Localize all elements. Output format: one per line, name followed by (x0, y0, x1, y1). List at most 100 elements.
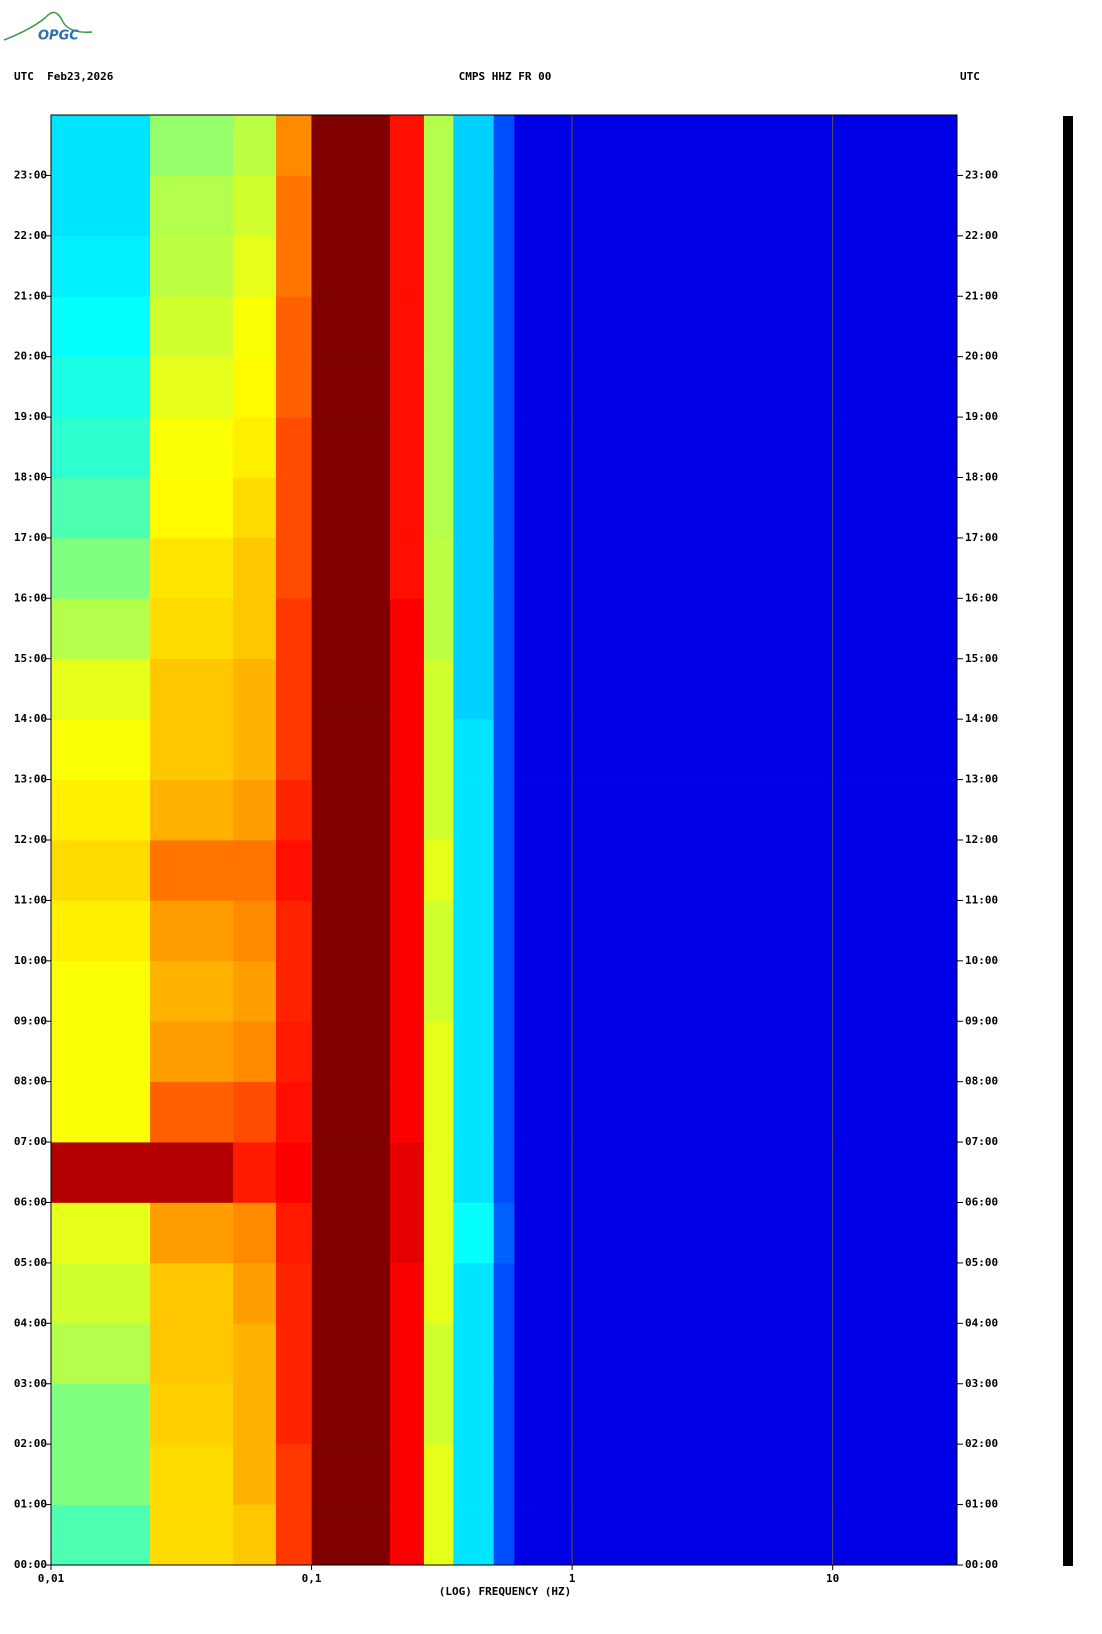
spectrogram-cell (514, 356, 958, 418)
spectrogram-cell (514, 1202, 958, 1264)
spectrogram-cell (453, 417, 494, 478)
spectrogram-cell (275, 658, 312, 720)
spectrogram-cell (389, 1142, 425, 1203)
spectrogram-cell (275, 1323, 312, 1385)
spectrogram-cell (311, 537, 391, 599)
spectrogram-cell (453, 1021, 494, 1082)
spectrogram-cell (423, 235, 454, 297)
spectrogram-cell (453, 1504, 494, 1566)
spectrogram-cell (51, 1444, 151, 1505)
spectrogram-cell (51, 175, 151, 237)
y-tick-label-right: 14:00 (965, 712, 998, 725)
seismogram-trace (1063, 116, 1073, 1566)
spectrogram-cell (311, 840, 391, 901)
spectrogram-cell (453, 1142, 494, 1203)
y-tick-label: 08:00 (14, 1075, 47, 1088)
spectrogram-cell (493, 1504, 515, 1566)
spectrogram-cell (150, 1383, 234, 1445)
spectrogram-cell (493, 598, 515, 660)
spectrogram-cell (51, 1383, 151, 1445)
y-tick-label-right: 04:00 (965, 1316, 998, 1329)
spectrogram-cell (311, 1202, 391, 1264)
spectrogram-cell (51, 900, 151, 962)
spectrogram-cell (389, 1323, 425, 1385)
spectrogram-cell (233, 477, 277, 539)
spectrogram-cell (150, 658, 234, 720)
spectrogram-cell (311, 960, 391, 1022)
spectrogram-cell (423, 537, 454, 599)
spectrogram-cell (514, 598, 958, 660)
y-tick-label-right: 16:00 (965, 591, 998, 604)
spectrogram-cell (311, 115, 391, 176)
spectrogram-cell (453, 719, 494, 780)
spectrogram-cell (233, 537, 277, 599)
header-right: UTC (960, 70, 980, 83)
spectrogram-cell (51, 598, 151, 660)
spectrogram-cell (311, 356, 391, 418)
spectrogram-cell (514, 719, 958, 780)
spectrogram-cell (311, 175, 391, 237)
spectrogram-cell (311, 1444, 391, 1505)
spectrogram-cell (275, 1383, 312, 1445)
spectrogram-cell (275, 417, 312, 478)
spectrogram-cell (514, 1142, 958, 1203)
spectrogram-cell (453, 658, 494, 720)
spectrogram-cell (493, 235, 515, 297)
spectrogram-cell (423, 840, 454, 901)
spectrogram-cell (514, 537, 958, 599)
y-tick-label-right: 06:00 (965, 1196, 998, 1209)
spectrogram-cell (150, 1323, 234, 1385)
spectrogram-cell (233, 235, 277, 297)
y-tick-label-right: 20:00 (965, 350, 998, 363)
y-tick-label-right: 03:00 (965, 1377, 998, 1390)
spectrogram-cell (389, 1262, 425, 1324)
spectrogram-cell (311, 719, 391, 780)
spectrogram-cell (275, 235, 312, 297)
y-tick-label-right: 21:00 (965, 289, 998, 302)
spectrogram-cell (514, 900, 958, 962)
chart-title: CMPS HHZ FR 00 (459, 70, 552, 83)
spectrogram-cell (423, 1323, 454, 1385)
spectrogram-cell (150, 1202, 234, 1264)
spectrogram-cell (423, 1081, 454, 1143)
spectrogram-cell (275, 115, 312, 176)
spectrogram-cell (423, 1262, 454, 1324)
spectrogram-cell (51, 1142, 151, 1203)
spectrogram-cell (150, 537, 234, 599)
spectrogram-cell (233, 417, 277, 478)
spectrogram-cell (150, 1081, 234, 1143)
spectrogram-cell (233, 296, 277, 357)
spectrogram-cell (514, 1323, 958, 1385)
spectrogram-cell (493, 477, 515, 539)
spectrogram-cell (275, 1081, 312, 1143)
spectrogram-cell (514, 1262, 958, 1324)
spectrogram-cell (51, 537, 151, 599)
spectrogram-cell (150, 115, 234, 176)
spectrogram-cell (233, 1504, 277, 1566)
spectrogram-cell (493, 900, 515, 962)
spectrogram-cell (389, 840, 425, 901)
spectrogram-cell (514, 235, 958, 297)
spectrogram-cell (514, 477, 958, 539)
y-tick-label: 06:00 (14, 1196, 47, 1209)
spectrogram-cell (423, 1021, 454, 1082)
spectrogram-cell (389, 1202, 425, 1264)
y-tick-label: 10:00 (14, 954, 47, 967)
spectrogram-cell (493, 840, 515, 901)
spectrogram-cell (453, 235, 494, 297)
spectrogram-cell (514, 1444, 958, 1505)
spectrogram-cell (233, 900, 277, 962)
spectrogram-cell (233, 175, 277, 237)
spectrogram-cell (51, 779, 151, 841)
spectrogram-cell (150, 417, 234, 478)
y-tick-label: 20:00 (14, 350, 47, 363)
spectrogram-cell (423, 1504, 454, 1566)
spectrogram-cell (233, 1383, 277, 1445)
spectrogram-cell (389, 537, 425, 599)
spectrogram-cell (51, 115, 151, 176)
spectrogram-cell (275, 779, 312, 841)
y-tick-label: 23:00 (14, 168, 47, 181)
spectrogram-cell (311, 779, 391, 841)
spectrogram-cell (453, 840, 494, 901)
